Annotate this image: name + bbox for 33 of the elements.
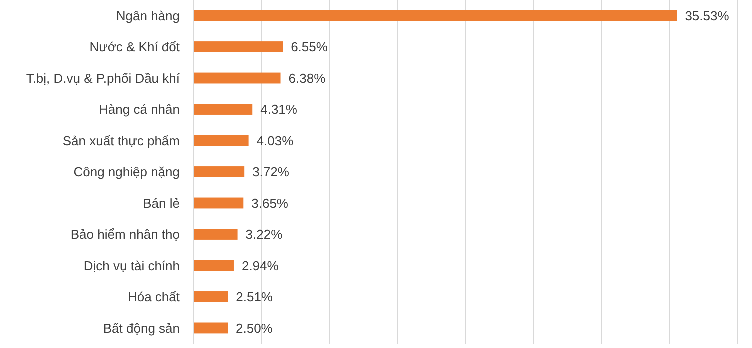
bar: [194, 42, 284, 52]
y-tick-label: Công nghiệp nặng: [74, 164, 180, 180]
y-tick-label: Nước & Khí đốt: [90, 40, 180, 55]
data-label: 2.50%: [236, 320, 274, 336]
data-label: 2.94%: [242, 258, 280, 274]
y-tick-label: Hóa chất: [128, 290, 180, 305]
bar: [194, 292, 228, 302]
data-label: 4.03%: [256, 133, 294, 148]
data-label: 6.55%: [291, 40, 328, 55]
data-label: 35.53%: [685, 8, 730, 24]
y-tick-label: Bảo hiểm nhân thọ: [70, 227, 180, 242]
y-tick-label: Ngân hàng: [116, 8, 180, 24]
bar: [194, 166, 245, 178]
data-label: 3.22%: [246, 227, 284, 242]
y-tick-label: Bán lẻ: [143, 196, 180, 211]
data-label: 3.72%: [252, 164, 290, 180]
data-label: 3.65%: [252, 196, 289, 211]
bar: [194, 72, 281, 84]
bar: [194, 135, 249, 146]
bar: [194, 260, 234, 272]
y-tick-label: Hàng cá nhân: [99, 102, 180, 118]
bar: [194, 198, 244, 209]
bar: [194, 10, 678, 22]
bar: [194, 322, 228, 334]
y-tick-label: Sản xuất thực phẩm: [62, 133, 180, 148]
data-label: 6.38%: [288, 70, 326, 86]
bar: [194, 104, 253, 115]
y-tick-label: Dịch vụ tài chính: [84, 258, 180, 274]
y-tick-label: T.bị, D.vụ & P.phối Dầu khí: [26, 70, 180, 86]
y-tick-label: Bất động sản: [103, 320, 180, 336]
data-label: 4.31%: [260, 102, 298, 118]
data-label: 2.51%: [236, 290, 274, 305]
bar: [194, 229, 238, 240]
